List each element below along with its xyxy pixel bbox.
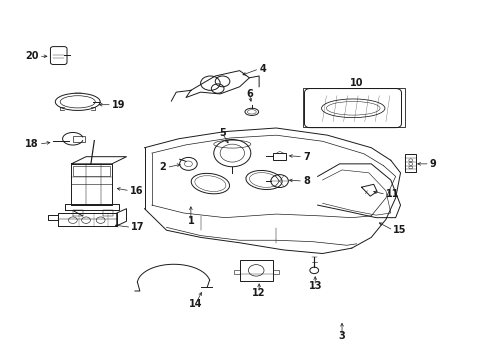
Text: 10: 10 [349, 78, 363, 88]
Text: 4: 4 [259, 64, 265, 74]
Text: 9: 9 [429, 159, 436, 169]
Text: 8: 8 [303, 176, 309, 186]
Bar [405, 154, 415, 172]
Text: 20: 20 [25, 51, 39, 61]
Text: 5: 5 [219, 129, 225, 138]
Bar [73, 135, 85, 142]
Text: 17: 17 [131, 222, 144, 232]
Text: 6: 6 [245, 89, 252, 99]
Text: 18: 18 [25, 139, 39, 149]
Bar [272, 153, 286, 159]
Text: 7: 7 [303, 152, 309, 162]
Bar [73, 166, 110, 176]
Text: 15: 15 [392, 225, 406, 235]
Bar [303, 88, 405, 127]
Text: 3: 3 [338, 331, 345, 341]
Text: 13: 13 [308, 281, 321, 291]
Text: 1: 1 [187, 216, 194, 226]
Text: 16: 16 [130, 186, 143, 196]
Bar [239, 260, 272, 281]
Text: 2: 2 [160, 162, 166, 172]
Text: 19: 19 [112, 100, 125, 110]
Text: 12: 12 [252, 288, 265, 298]
Text: 11: 11 [385, 189, 399, 199]
Text: 14: 14 [188, 299, 202, 309]
